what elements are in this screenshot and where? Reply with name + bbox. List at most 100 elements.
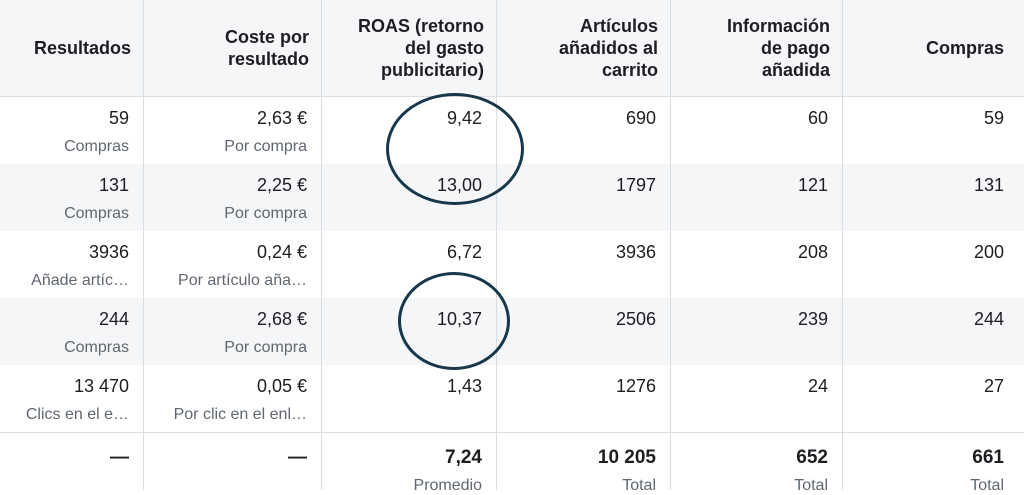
column-header-cost-per-result[interactable]: Coste por resultado — [144, 0, 322, 96]
roas-cell: 9,42 — [322, 97, 497, 164]
purchases-cell: 244 — [843, 298, 1024, 365]
payment-cell: 239 — [671, 298, 843, 365]
column-header-label: Coste por resultado — [224, 27, 309, 69]
payment-value: 239 — [797, 309, 828, 329]
roas-value: 13,00 — [436, 175, 482, 195]
column-header-roas[interactable]: ROAS (retorno del gasto publicitario) — [322, 0, 497, 96]
cart-value: 1276 — [615, 376, 656, 396]
cart-cell: 3936 — [497, 231, 671, 298]
cost-cell: 0,05 € Por clic en el enl… — [144, 365, 322, 432]
roas-value: 6,72 — [446, 242, 482, 262]
roas-value: 9,42 — [446, 108, 482, 128]
purchases-total-cell: 661 Total — [843, 433, 1024, 494]
roas-total: 7,24 — [445, 447, 482, 468]
payment-cell: 121 — [671, 164, 843, 231]
results-type: Añade artíc… — [31, 272, 129, 289]
purchases-value: 131 — [973, 175, 1004, 195]
results-type: Compras — [64, 138, 129, 155]
purchases-total: 661 — [972, 447, 1004, 468]
cost-value: 2,68 € — [256, 309, 307, 329]
cost-type: Por compra — [224, 339, 307, 356]
purchases-cell: 200 — [843, 231, 1024, 298]
cart-value: 690 — [625, 108, 656, 128]
cost-cell: 2,63 € Por compra — [144, 97, 322, 164]
cost-type: Por artículo aña… — [178, 272, 307, 289]
column-header-label: Compras — [925, 38, 1004, 58]
results-cell: 59 Compras — [0, 97, 144, 164]
roas-cell: 6,72 — [322, 231, 497, 298]
table-row[interactable]: 244 Compras 2,68 € Por compra 10,37 2506 2… — [0, 298, 1024, 365]
cart-cell: 1797 — [497, 164, 671, 231]
cart-total: 10 205 — [597, 447, 656, 468]
cart-total-cell: 10 205 Total — [497, 433, 671, 494]
purchases-value: 27 — [983, 376, 1004, 396]
purchases-value: 244 — [973, 309, 1004, 329]
roas-cell: 10,37 — [322, 298, 497, 365]
cost-type: Por compra — [224, 205, 307, 222]
payment-value: 208 — [797, 242, 828, 262]
results-cell: 244 Compras — [0, 298, 144, 365]
payment-cell: 60 — [671, 97, 843, 164]
cart-cell: 1276 — [497, 365, 671, 432]
purchases-cell: 59 — [843, 97, 1024, 164]
column-header-label: ROAS (retorno del gasto publicitario) — [358, 16, 484, 80]
results-value: 244 — [98, 309, 129, 329]
cost-type: Por clic en el enl… — [173, 406, 307, 423]
results-value: 59 — [108, 108, 129, 128]
table-header: Resultados Coste por resultado ROAS (ret… — [0, 0, 1024, 97]
payment-cell: 24 — [671, 365, 843, 432]
column-header-label: Información de pago añadida — [726, 16, 830, 80]
column-header-label: Artículos añadidos al carrito — [558, 16, 658, 80]
results-value: 3936 — [88, 242, 129, 262]
purchases-value: 59 — [983, 108, 1004, 128]
results-type: Compras — [64, 339, 129, 356]
cost-type: Por compra — [224, 138, 307, 155]
roas-cell: 13,00 — [322, 164, 497, 231]
results-type: Clics en el e… — [25, 406, 129, 423]
column-header-payment-info[interactable]: Información de pago añadida — [671, 0, 843, 96]
cost-value: 2,25 € — [256, 175, 307, 195]
cart-cell: 2506 — [497, 298, 671, 365]
results-type: Compras — [64, 205, 129, 222]
cost-value: 0,05 € — [256, 376, 307, 396]
results-value: 13 470 — [73, 376, 129, 396]
payment-value: 60 — [807, 108, 828, 128]
cart-value: 3936 — [615, 242, 656, 262]
results-cell: 3936 Añade artíc… — [0, 231, 144, 298]
table-row[interactable]: 13 470 Clics en el e… 0,05 € Por clic en e… — [0, 365, 1024, 432]
cost-cell: 2,25 € Por compra — [144, 164, 322, 231]
cost-total: — — [288, 447, 307, 468]
column-header-label: Resultados — [33, 38, 131, 58]
roas-total-label: Promedio — [413, 477, 482, 494]
table-row[interactable]: 131 Compras 2,25 € Por compra 13,00 1797 1… — [0, 164, 1024, 231]
payment-value: 24 — [807, 376, 828, 396]
column-header-cart-adds[interactable]: Artículos añadidos al carrito — [497, 0, 671, 96]
table-row[interactable]: 3936 Añade artíc… 0,24 € Por artículo aña…… — [0, 231, 1024, 298]
table-totals-row: — — 7,24 Promedio 10 205 Total 652 Total 66… — [0, 432, 1024, 494]
cart-cell: 690 — [497, 97, 671, 164]
column-header-purchases[interactable]: Compras — [843, 0, 1024, 96]
roas-value: 10,37 — [436, 309, 482, 329]
results-cell: 13 470 Clics en el e… — [0, 365, 144, 432]
results-cell: 131 Compras — [0, 164, 144, 231]
cart-value: 2506 — [615, 309, 656, 329]
results-total: — — [110, 447, 129, 468]
results-total-cell: — — [0, 433, 144, 490]
payment-total-cell: 652 Total — [671, 433, 843, 494]
payment-total-label: Total — [794, 477, 828, 494]
purchases-cell: 27 — [843, 365, 1024, 432]
cost-cell: 0,24 € Por artículo aña… — [144, 231, 322, 298]
cart-value: 1797 — [615, 175, 656, 195]
cart-total-label: Total — [622, 477, 656, 494]
purchases-total-label: Total — [970, 477, 1004, 494]
table-row[interactable]: 59 Compras 2,63 € Por compra 9,42 690 60 5… — [0, 97, 1024, 164]
results-value: 131 — [98, 175, 129, 195]
cost-value: 2,63 € — [256, 108, 307, 128]
payment-cell: 208 — [671, 231, 843, 298]
purchases-value: 200 — [973, 242, 1004, 262]
roas-total-cell: 7,24 Promedio — [322, 433, 497, 494]
roas-value: 1,43 — [446, 376, 482, 396]
column-header-results[interactable]: Resultados — [0, 0, 144, 96]
cost-cell: 2,68 € Por compra — [144, 298, 322, 365]
